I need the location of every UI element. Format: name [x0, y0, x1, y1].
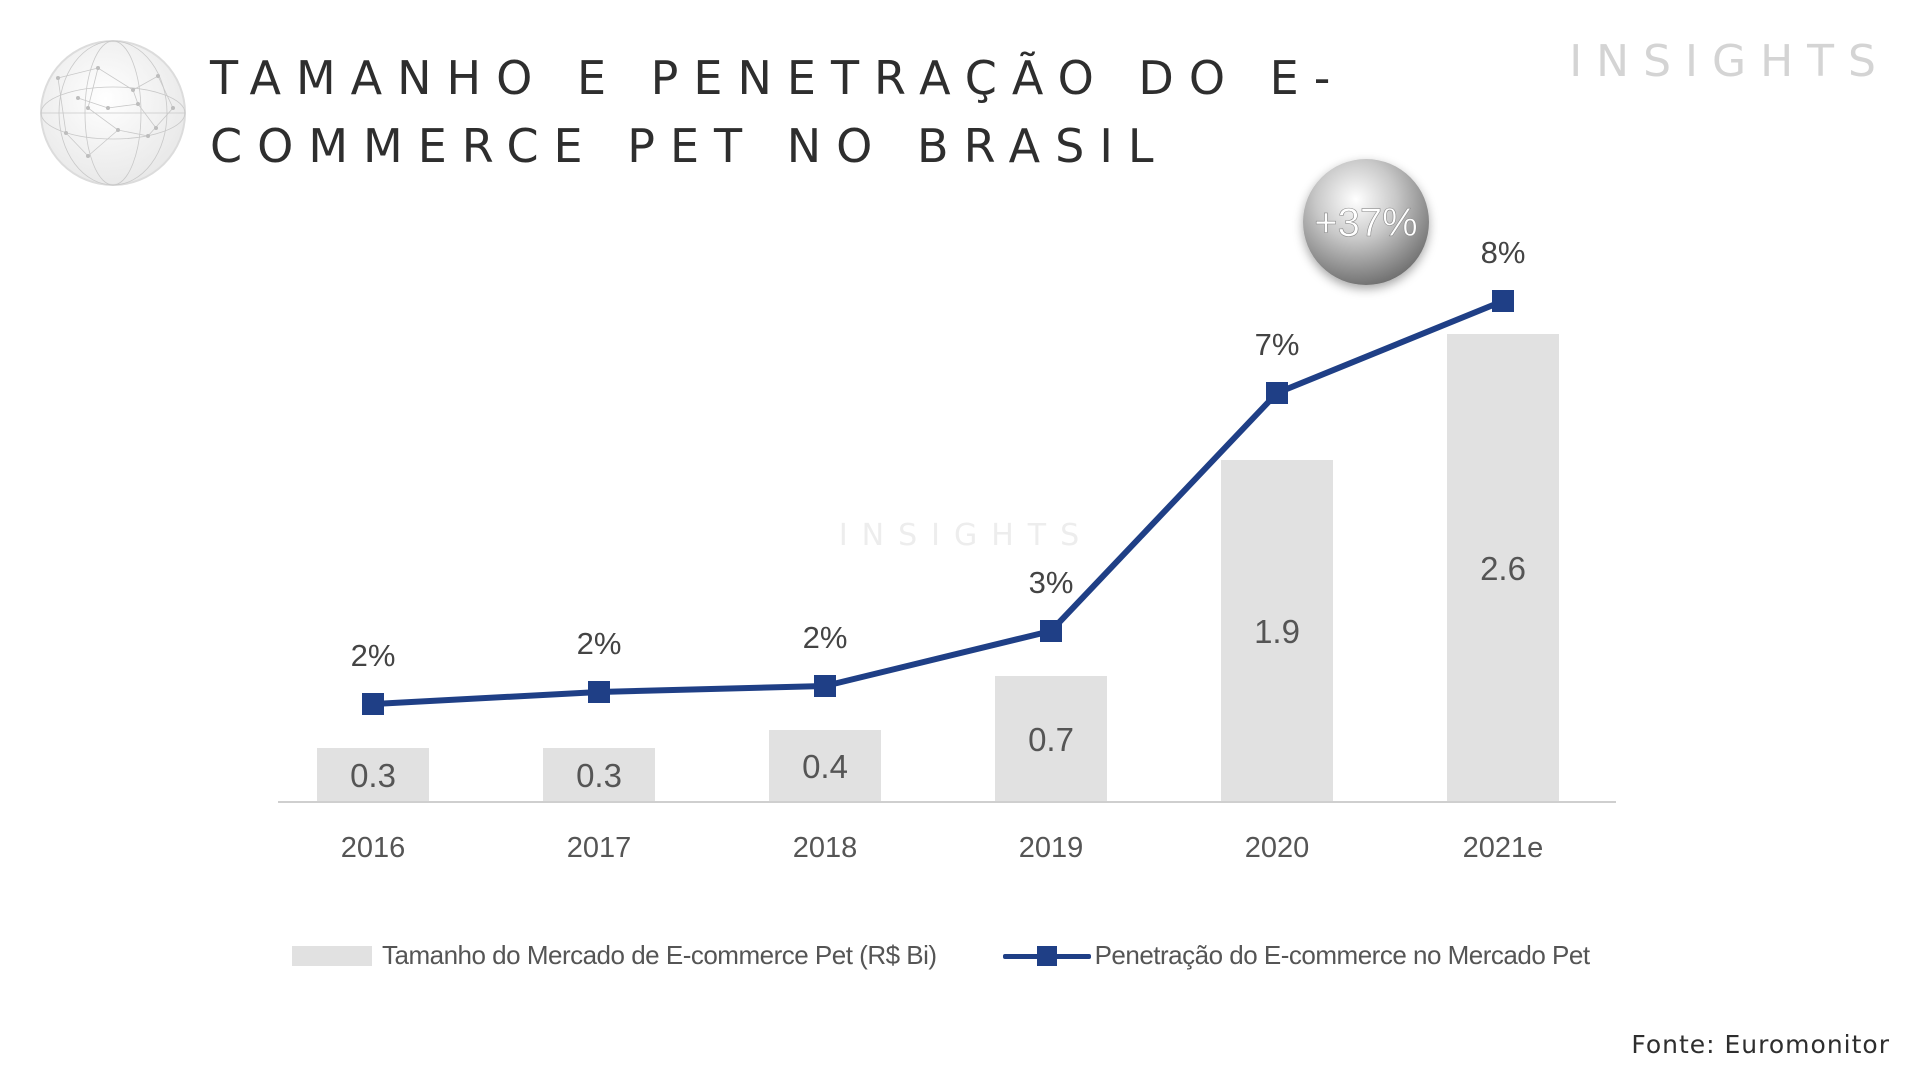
- line-point-2021e: [1492, 290, 1514, 312]
- bar-2016: [317, 748, 429, 802]
- bar-value-label: 0.7: [1028, 721, 1074, 758]
- growth-badge: +37%: [1303, 159, 1429, 285]
- x-tick-label: 2019: [1019, 832, 1084, 864]
- legend-label-line: Penetração do E-commerce no Mercado Pet: [1094, 940, 1590, 970]
- page-title: TAMANHO E PENETRAÇÃO DO E-COMMERCE PET N…: [210, 51, 1346, 173]
- chart-legend: Tamanho do Mercado de E-commerce Pet (R$…: [292, 940, 1656, 971]
- line-value-label: 2%: [577, 626, 622, 661]
- source-note: Fonte: Euromonitor: [1631, 1030, 1890, 1059]
- watermark-text: INSIGHTS: [839, 518, 1093, 553]
- line-value-label: 2%: [351, 638, 396, 673]
- line-value-label: 2%: [803, 620, 848, 655]
- x-tick-label: 2018: [793, 832, 858, 864]
- legend-swatch-bar: [292, 945, 372, 966]
- bar-value-label: 0.4: [802, 748, 848, 785]
- bar-2017: [543, 748, 655, 802]
- bar-value-label: 0.3: [350, 757, 396, 794]
- x-tick-label: 2021e: [1463, 832, 1544, 864]
- line-point-2018: [814, 675, 836, 697]
- growth-badge-circle: [1303, 159, 1429, 285]
- legend-item-line: Penetração do E-commerce no Mercado Pet: [1002, 940, 1590, 971]
- bar-2018: [769, 730, 881, 802]
- legend-item-bar: Tamanho do Mercado de E-commerce Pet (R$…: [292, 940, 937, 971]
- line-point-2016: [362, 693, 384, 715]
- line-value-label: 3%: [1029, 565, 1074, 600]
- line-point-2017: [588, 681, 610, 703]
- line-point-2019: [1040, 620, 1062, 642]
- bar-value-label: 1.9: [1254, 613, 1300, 650]
- bar-value-label: 2.6: [1480, 550, 1526, 587]
- line-value-label: 7%: [1255, 327, 1300, 362]
- bar-2019: [995, 676, 1107, 802]
- growth-badge-text: +37%: [1314, 201, 1417, 245]
- x-tick-label: 2017: [567, 832, 632, 864]
- brand-logo-text: INSIGHTS: [1569, 36, 1890, 87]
- globe-network-icon: [40, 40, 186, 186]
- line-point-2020: [1266, 382, 1288, 404]
- x-tick-label: 2016: [341, 832, 406, 864]
- legend-swatch-line: [1002, 943, 1091, 969]
- x-tick-label: 2020: [1245, 832, 1310, 864]
- bar-2021e: [1447, 334, 1559, 802]
- line-series-penetration: [372, 298, 1505, 707]
- bar-2020: [1221, 460, 1333, 802]
- legend-label-bar: Tamanho do Mercado de E-commerce Pet (R$…: [382, 940, 937, 970]
- bar-value-label: 0.3: [576, 757, 622, 794]
- line-value-label: 8%: [1481, 235, 1526, 270]
